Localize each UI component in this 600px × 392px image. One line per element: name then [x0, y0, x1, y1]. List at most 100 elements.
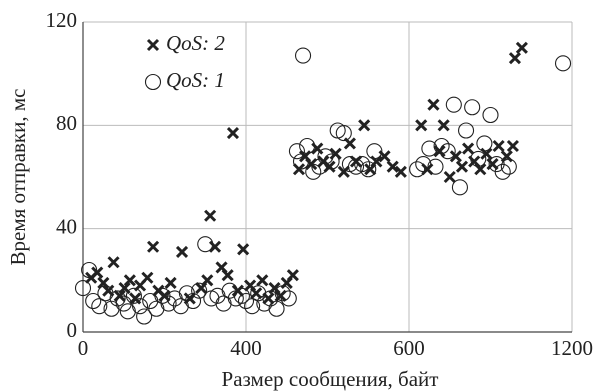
point-shape: [427, 98, 440, 111]
point-shape: [394, 165, 407, 178]
point: [323, 153, 340, 170]
point: [492, 139, 505, 153]
point-shape: [158, 289, 171, 302]
point: [85, 292, 102, 310]
point: [366, 143, 383, 160]
point-shape: [286, 269, 299, 282]
point-shape: [358, 119, 371, 132]
point-shape: [349, 155, 363, 168]
point-shape: [164, 276, 177, 289]
x-tick-label: 0: [78, 336, 89, 360]
point-shape: [329, 147, 342, 160]
point: [506, 139, 519, 153]
point: [305, 163, 322, 180]
point-shape: [226, 127, 240, 140]
point: [482, 106, 499, 124]
x-axis-label: Размер сообщения, байт: [222, 367, 439, 391]
point: [427, 158, 444, 175]
point: [175, 245, 189, 258]
point: [184, 292, 202, 310]
point: [386, 160, 399, 173]
x-tick-label: 400: [230, 336, 262, 360]
point: [299, 137, 316, 155]
point: [476, 135, 493, 152]
point-shape: [486, 158, 499, 171]
point-shape: [175, 245, 189, 258]
point: [244, 298, 261, 315]
point: [415, 119, 428, 132]
point: [201, 274, 214, 287]
point-shape: [433, 145, 446, 158]
point: [409, 161, 426, 178]
point: [237, 243, 250, 256]
point: [500, 158, 517, 175]
point-shape: [141, 271, 154, 284]
point: [91, 298, 108, 315]
x-tick-label: 600: [393, 336, 425, 360]
point: [136, 308, 153, 325]
point-shape: [208, 240, 222, 253]
point: [358, 119, 371, 132]
point: [494, 163, 511, 180]
point-shape: [256, 274, 269, 287]
point: [144, 73, 162, 91]
point-shape: [455, 160, 469, 173]
point: [268, 300, 285, 317]
point: [288, 143, 305, 160]
point: [329, 147, 342, 160]
point: [147, 240, 160, 253]
point: [125, 287, 142, 304]
point: [449, 150, 462, 163]
point-shape: [337, 165, 350, 178]
point: [280, 290, 297, 307]
point-shape: [462, 142, 475, 155]
point: [335, 125, 352, 142]
point: [141, 271, 154, 284]
point: [74, 280, 92, 297]
point: [123, 274, 136, 287]
point: [311, 142, 324, 155]
point: [415, 156, 432, 173]
point: [107, 256, 120, 269]
point: [158, 289, 171, 302]
point-shape: [221, 269, 234, 282]
point: [256, 274, 269, 287]
point-shape: [237, 243, 250, 256]
point: [337, 165, 350, 178]
point: [109, 290, 126, 307]
y-tick-label: 120: [46, 8, 78, 32]
point-shape: [437, 119, 450, 132]
y-axis-label: Время отправки, мс: [6, 89, 30, 266]
point: [457, 122, 475, 139]
point: [164, 276, 177, 289]
point-shape: [147, 240, 160, 253]
point: [508, 52, 522, 65]
point: [286, 269, 299, 282]
point: [443, 170, 456, 184]
point: [250, 287, 263, 300]
point: [274, 285, 291, 302]
point: [197, 236, 214, 253]
point: [455, 160, 469, 173]
point: [360, 161, 377, 178]
point: [486, 158, 499, 171]
point: [233, 287, 250, 304]
point-shape: [415, 119, 428, 132]
point: [354, 156, 371, 173]
point: [470, 150, 487, 167]
point-shape: [123, 274, 136, 287]
point-shape: [201, 274, 214, 287]
point-shape: [386, 160, 399, 173]
point: [292, 153, 310, 170]
point: [294, 47, 312, 64]
point: [427, 98, 440, 111]
point: [81, 261, 98, 279]
legend-label: QoS: 1: [166, 68, 225, 92]
point: [439, 143, 456, 160]
y-tick-label: 40: [56, 214, 77, 238]
point: [132, 298, 149, 315]
point-shape: [449, 150, 462, 163]
point: [464, 99, 481, 116]
point: [317, 148, 334, 165]
point: [226, 127, 240, 140]
